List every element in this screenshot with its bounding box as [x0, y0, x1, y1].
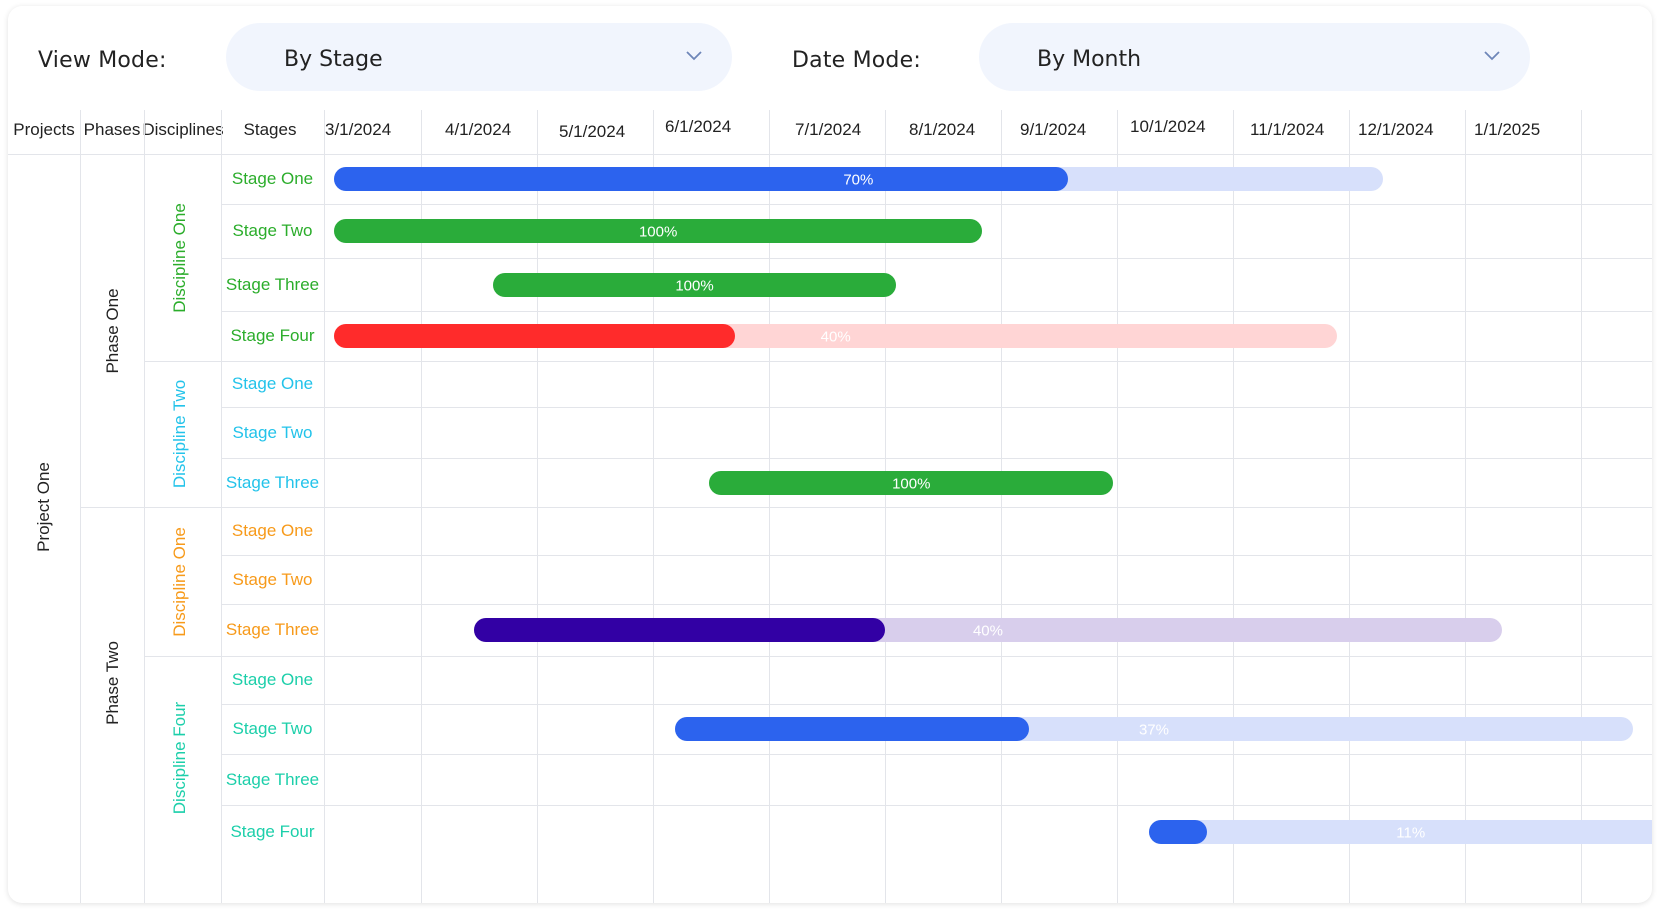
stage-label[interactable]: Stage Two: [232, 719, 313, 738]
stage-bar-progress[interactable]: [709, 470, 1114, 495]
phase-label: Phase Two: [103, 641, 122, 725]
month-header: 11/1/2024: [1250, 120, 1325, 139]
month-divider: [421, 110, 422, 903]
discipline-divider: [144, 656, 221, 657]
stage-bar-percent: 37%: [1138, 721, 1169, 739]
month-header: 3/1/2024: [325, 120, 392, 139]
gantt-grid: Projects Phases Disciplines Stages 3/1/2…: [8, 110, 1652, 903]
month-divider: [1581, 110, 1582, 903]
chevron-down-icon: [1484, 51, 1500, 61]
view-mode-label: View Mode:: [38, 48, 167, 73]
toolbar: View Mode: By Stage Date Mode: By Month: [8, 6, 1652, 110]
stage-bar-progress[interactable]: [1149, 820, 1207, 844]
stage-bar-progress[interactable]: [334, 324, 736, 348]
discipline-label: Discipline One: [169, 202, 189, 313]
stage-bar-percent: 40%: [820, 328, 851, 346]
phase-label: Phase One: [103, 287, 122, 374]
stage-bar-percent: 40%: [972, 622, 1003, 640]
month-divider: [1117, 110, 1118, 903]
row-divider: [221, 458, 1652, 459]
stage-label[interactable]: Stage Three: [225, 769, 320, 789]
column-header-phases: Phases: [83, 120, 141, 139]
gantt-card: View Mode: By Stage Date Mode: By Month …: [8, 6, 1652, 903]
stage-label[interactable]: Stage Two: [232, 422, 313, 442]
stage-label[interactable]: Stage Three: [225, 274, 320, 294]
month-divider: [1001, 110, 1002, 903]
stage-label[interactable]: Stage One: [231, 374, 314, 393]
discipline-label: Discipline Four: [169, 701, 189, 814]
month-divider: [1465, 110, 1466, 903]
month-header: 4/1/2024: [445, 120, 512, 139]
column-divider: [80, 110, 81, 903]
stage-bar-progress[interactable]: [473, 618, 886, 642]
row-divider: [221, 507, 1652, 508]
stage-bar-percent: 11%: [1396, 824, 1426, 842]
month-header: 7/1/2024: [795, 120, 862, 139]
discipline-divider: [144, 507, 221, 508]
stage-label[interactable]: Stage One: [231, 521, 314, 540]
month-header: 8/1/2024: [909, 120, 976, 139]
month-header: 1/1/2025: [1474, 120, 1541, 139]
month-divider: [537, 110, 538, 903]
column-divider: [221, 110, 222, 903]
month-divider: [769, 110, 770, 903]
stage-label[interactable]: Stage Three: [225, 620, 320, 639]
stage-bar-progress[interactable]: [334, 219, 983, 243]
stage-bar-percent: 70%: [843, 171, 874, 189]
header-divider: [8, 154, 1652, 155]
stage-bar-track[interactable]: [1149, 820, 1652, 844]
date-mode-value: By Month: [1037, 47, 1142, 72]
row-divider: [221, 555, 1652, 556]
row-divider: [221, 361, 1652, 362]
stage-bar-percent: 100%: [892, 475, 931, 492]
stage-bar-progress[interactable]: [334, 167, 1069, 191]
column-divider: [144, 110, 145, 903]
view-mode-value: By Stage: [284, 47, 383, 72]
row-divider: [221, 204, 1652, 205]
row-divider: [221, 704, 1652, 705]
stage-label[interactable]: Stage Three: [225, 472, 320, 492]
month-divider: [1349, 110, 1350, 903]
project-label: Project One: [34, 461, 53, 552]
date-mode-select[interactable]: By Month: [979, 23, 1530, 91]
month-divider: [885, 110, 886, 903]
discipline-divider: [144, 361, 221, 362]
month-header: 12/1/2024: [1358, 120, 1434, 139]
stage-label[interactable]: Stage Four: [230, 326, 315, 345]
chevron-down-icon: [686, 51, 702, 61]
row-divider: [221, 311, 1652, 312]
stage-bar-progress[interactable]: [674, 717, 1030, 741]
stage-label[interactable]: Stage Two: [232, 569, 313, 589]
row-divider: [221, 656, 1652, 657]
stage-label[interactable]: Stage Two: [232, 221, 313, 240]
stage-bar-percent: 100%: [638, 223, 678, 241]
row-divider: [221, 604, 1652, 605]
row-divider: [221, 805, 1652, 806]
month-divider: [653, 110, 654, 903]
stage-bar-percent: 100%: [675, 277, 714, 294]
column-header-disciplines: Disciplines: [142, 120, 224, 139]
row-divider: [221, 258, 1652, 259]
row-divider: [221, 754, 1652, 755]
month-header: 6/1/2024: [665, 117, 732, 136]
stage-label[interactable]: Stage Four: [230, 822, 315, 841]
stage-label[interactable]: Stage One: [231, 169, 314, 188]
month-header: 5/1/2024: [559, 122, 626, 141]
column-divider: [324, 110, 325, 903]
view-mode-select[interactable]: By Stage: [226, 23, 732, 91]
month-divider: [1233, 110, 1234, 903]
discipline-label: Discipline One: [169, 526, 189, 637]
column-header-stages: Stages: [243, 120, 297, 139]
stage-label[interactable]: Stage One: [231, 670, 314, 689]
discipline-label: Discipline Two: [169, 379, 189, 489]
phase-divider: [80, 507, 144, 508]
stage-bar-progress[interactable]: [492, 272, 897, 297]
column-header-projects: Projects: [13, 120, 75, 139]
date-mode-label: Date Mode:: [792, 48, 921, 73]
month-header: 10/1/2024: [1130, 117, 1206, 136]
row-divider: [221, 407, 1652, 408]
month-header: 9/1/2024: [1020, 120, 1087, 139]
